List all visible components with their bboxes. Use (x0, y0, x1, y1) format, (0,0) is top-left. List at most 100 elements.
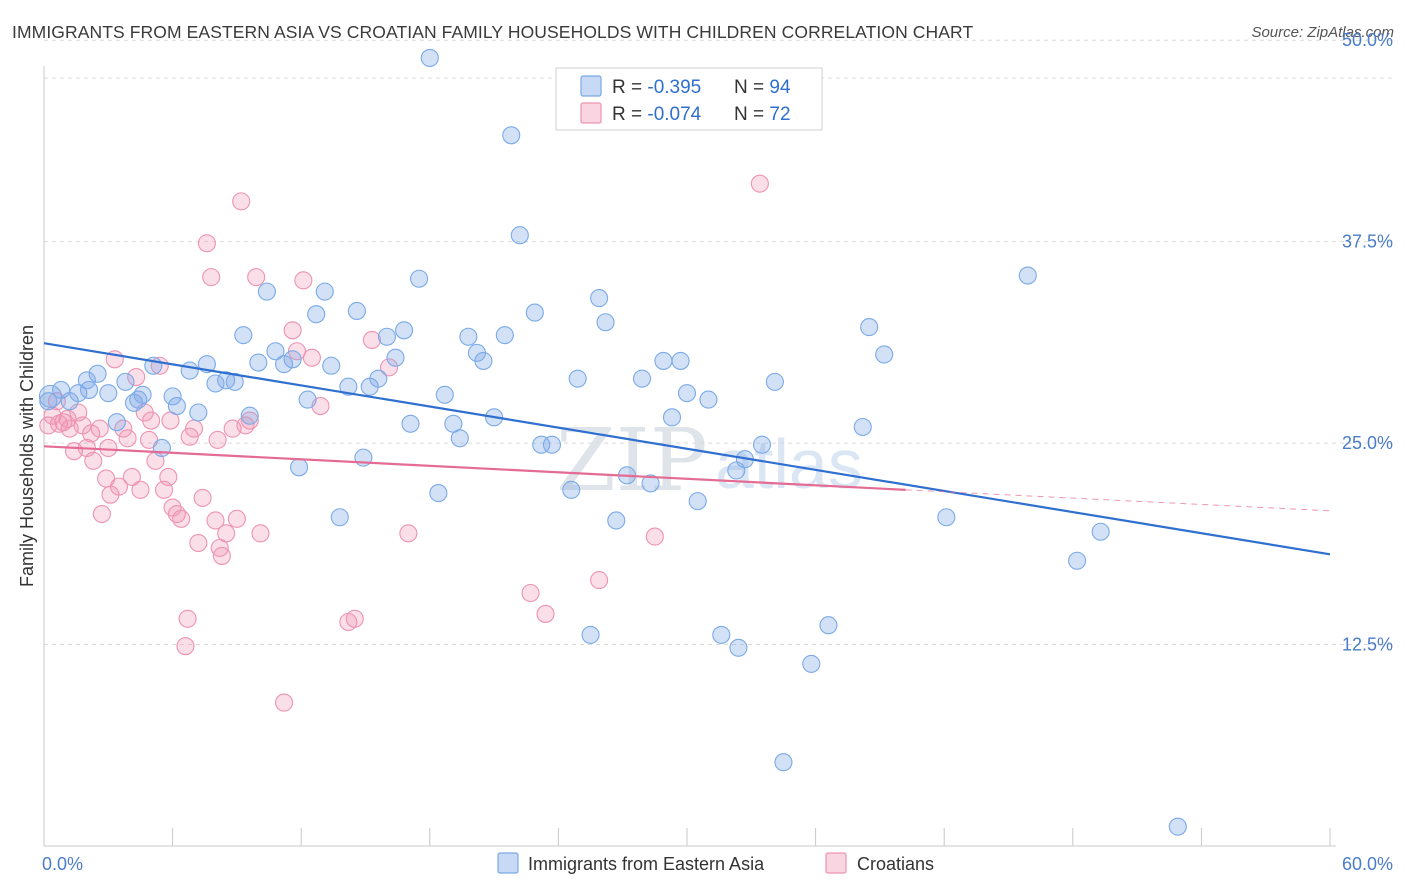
eastern-asia-point (502, 126, 521, 145)
eastern-asia-point (225, 372, 244, 391)
croatians-point (172, 509, 191, 528)
legend-n-value-2: 72 (769, 104, 790, 125)
bottom-legend-label-pink: Croatians (857, 854, 934, 874)
croatians-point (84, 451, 103, 470)
croatians-point (202, 268, 221, 287)
eastern-asia-point (607, 511, 626, 530)
croatians-point (118, 429, 137, 448)
eastern-asia-point (347, 301, 366, 321)
legend-row-2: R = -0.074 (612, 104, 702, 125)
legend-row-1: R = -0.395 (612, 77, 701, 98)
croatians-point (750, 174, 769, 193)
croatians-point (521, 583, 540, 603)
eastern-asia-point (386, 348, 405, 367)
eastern-asia-point (249, 353, 268, 372)
eastern-asia-point (290, 458, 309, 477)
croatians-point (208, 430, 227, 449)
eastern-asia-point (1168, 817, 1187, 836)
croatians-point (294, 271, 313, 290)
legend-r-value-1: -0.395 (647, 77, 701, 98)
eastern-asia-point (234, 326, 253, 345)
croatians-point (283, 321, 302, 340)
croatians-point (60, 419, 79, 438)
eastern-asia-point (88, 364, 107, 383)
croatians-point (217, 524, 236, 543)
eastern-asia-point (129, 390, 148, 409)
eastern-asia-point (189, 403, 208, 422)
source-credit: Source: ZipAtlas.com (1251, 24, 1394, 41)
croatians-point (212, 546, 231, 565)
eastern-asia-point (163, 387, 182, 406)
eastern-asia-point (180, 361, 199, 380)
eastern-asia-point (699, 390, 718, 409)
eastern-asia-point (77, 371, 96, 390)
eastern-asia-point (525, 303, 544, 322)
eastern-asia-point (677, 384, 697, 403)
eastern-asia-point (542, 435, 562, 454)
croatians-trend-line (43, 445, 906, 491)
eastern-asia-point (435, 385, 454, 404)
legend-n-label-1: N = (734, 77, 769, 98)
croatians-point (159, 467, 178, 487)
eastern-asia-point (853, 417, 872, 437)
croatians-point (302, 348, 321, 367)
y-tick-label: 50.0% (1342, 30, 1393, 50)
eastern-asia-point (688, 492, 707, 511)
eastern-asia-point (450, 429, 469, 448)
eastern-asia-point (283, 350, 302, 369)
eastern-asia-point (240, 406, 259, 425)
bottom-legend-swatch-pink (825, 852, 847, 874)
legend-frame (555, 67, 823, 131)
eastern-asia-point (152, 438, 171, 458)
x-tick-label: 0.0% (42, 854, 83, 874)
eastern-asia-point (654, 351, 673, 370)
eastern-asia-point (641, 474, 660, 493)
legend-n-label-2: N = (734, 104, 769, 125)
eastern-asia-point (1018, 266, 1037, 285)
eastern-asia-point (266, 342, 285, 361)
eastern-asia-point (377, 327, 396, 346)
legend-swatch-blue (580, 75, 602, 97)
watermark-atlas: atlas (715, 425, 863, 503)
eastern-asia-point (802, 654, 821, 673)
eastern-asia-point (429, 484, 448, 503)
y-tick-label: 37.5% (1342, 232, 1393, 252)
eastern-asia-point (765, 372, 784, 391)
eastern-asia-points (38, 48, 1187, 836)
croatians-point (232, 192, 251, 211)
croatians-point (180, 427, 199, 446)
bottom-legend-swatch-blue (497, 852, 519, 874)
eastern-asia-point (581, 625, 600, 644)
trend-lines (43, 342, 1331, 556)
x-tick-labels: 0.0% 60.0% (42, 854, 1393, 874)
eastern-asia-point (420, 48, 439, 68)
eastern-asia-point (729, 638, 748, 657)
croatians-point (127, 367, 146, 387)
eastern-asia-point (671, 351, 690, 370)
croatians-point (227, 509, 246, 528)
croatians-point (114, 419, 133, 438)
eastern-asia-point (495, 326, 514, 345)
croatians-point (82, 424, 101, 443)
eastern-asia-point (38, 384, 62, 408)
eastern-asia-point (369, 369, 388, 388)
croatians-point (197, 234, 216, 253)
eastern-asia-point (568, 369, 587, 388)
bottom-legend: Immigrants from Eastern Asia Croatians (497, 852, 934, 874)
legend-row-1-n: N = 94 (734, 77, 791, 98)
x-ticks (43, 828, 1331, 846)
eastern-asia-point (167, 396, 186, 416)
eastern-asia-point (116, 372, 135, 391)
croatians-point (122, 467, 141, 487)
eastern-asia-point (39, 392, 58, 411)
eastern-asia-point (510, 226, 529, 245)
croatians-point (247, 268, 266, 287)
eastern-asia-point (590, 289, 609, 308)
eastern-asia-point (860, 318, 879, 337)
watermark-zip: ZIP (556, 411, 708, 511)
croatians-point (236, 416, 255, 435)
axes (43, 66, 1336, 847)
y-tick-label: 25.0% (1342, 433, 1393, 453)
legend-box: R = -0.395 N = 94 R = -0.074 N = 72 (555, 67, 823, 131)
